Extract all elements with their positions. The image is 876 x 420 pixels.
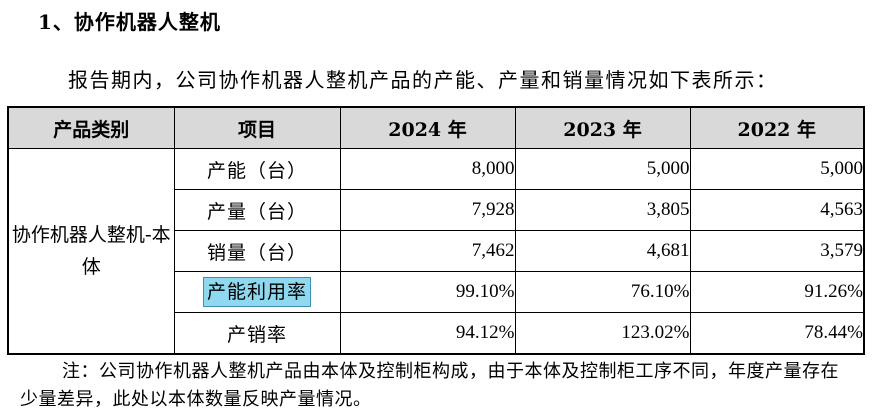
header-2024: 2024 年 [339,106,516,149]
table-row: 产能利用率 99.10% 76.10% 91.26% [8,271,865,313]
value-cell: 99.10% [339,271,516,313]
table-header-row: 产品类别 项目 2024 年 2023 年 2022 年 [7,106,865,149]
value-cell: 5,000 [689,148,865,190]
item-cell: 产量（台） [173,189,341,231]
table-row: 协作机器人整机-本体 产能（台） 8,000 5,000 5,000 [7,148,865,355]
production-table: 产品类别 项目 2024 年 2023 年 2022 年 协作机器人整机-本体 … [7,106,865,355]
intro-paragraph: 报告期内，公司协作机器人整机产品的产能、产量和销量情况如下表所示： [68,68,778,92]
table-note: 注：公司协作机器人整机产品由本体及控制柜构成，由于本体及控制柜工序不同，年度产量… [20,361,839,410]
value-cell: 4,681 [514,230,691,272]
value-cell: 3,805 [514,189,691,231]
item-cell: 产能利用率 [173,271,341,313]
table-row: 产销率 94.12% 123.02% 78.44% [8,312,865,355]
table-row: 销量（台） 7,462 4,681 3,579 [8,230,865,272]
item-cell: 产能（台） [173,148,341,190]
value-cell: 91.26% [689,271,865,313]
table-row: 产量（台） 7,928 3,805 4,563 [8,189,865,231]
item-cell: 销量（台） [173,230,341,272]
value-cell: 78.44% [689,312,865,355]
header-2023: 2023 年 [514,106,691,149]
section-heading: 1、协作机器人整机 [38,10,221,34]
value-cell: 94.12% [339,312,516,355]
item-cell: 产销率 [173,312,341,355]
highlighted-item-label: 产能利用率 [202,277,311,307]
value-cell: 5,000 [514,148,691,190]
header-item: 项目 [173,106,341,149]
header-2022: 2022 年 [689,106,865,149]
value-cell: 123.02% [514,312,691,355]
value-cell: 8,000 [339,148,516,190]
value-cell: 7,928 [339,189,516,231]
value-cell: 7,462 [339,230,516,272]
value-cell: 76.10% [514,271,691,313]
category-cell: 协作机器人整机-本体 [7,148,175,355]
value-cell: 3,579 [689,230,865,272]
header-category: 产品类别 [7,106,175,149]
value-cell: 4,563 [689,189,865,231]
